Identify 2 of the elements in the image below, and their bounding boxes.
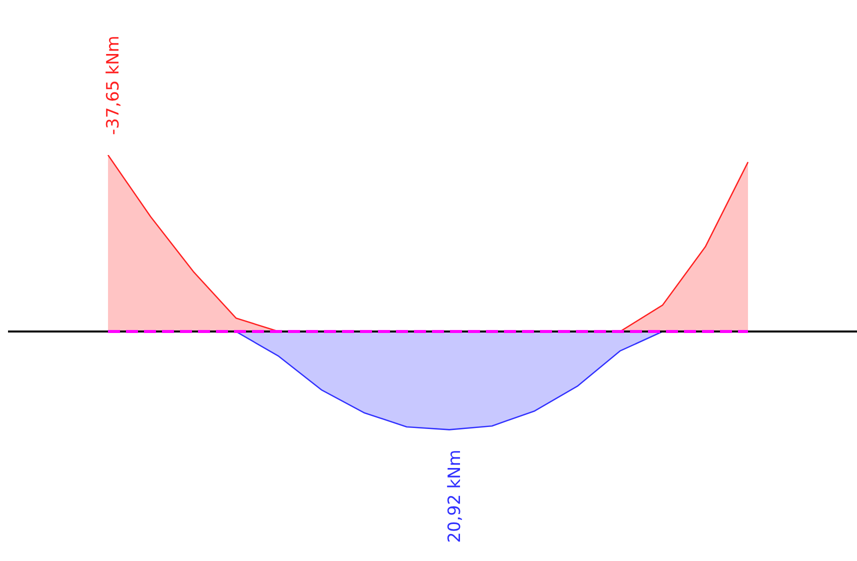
- annotation: 20,92 kNm: [444, 450, 465, 543]
- annotation: -37,65 kNm: [103, 36, 124, 135]
